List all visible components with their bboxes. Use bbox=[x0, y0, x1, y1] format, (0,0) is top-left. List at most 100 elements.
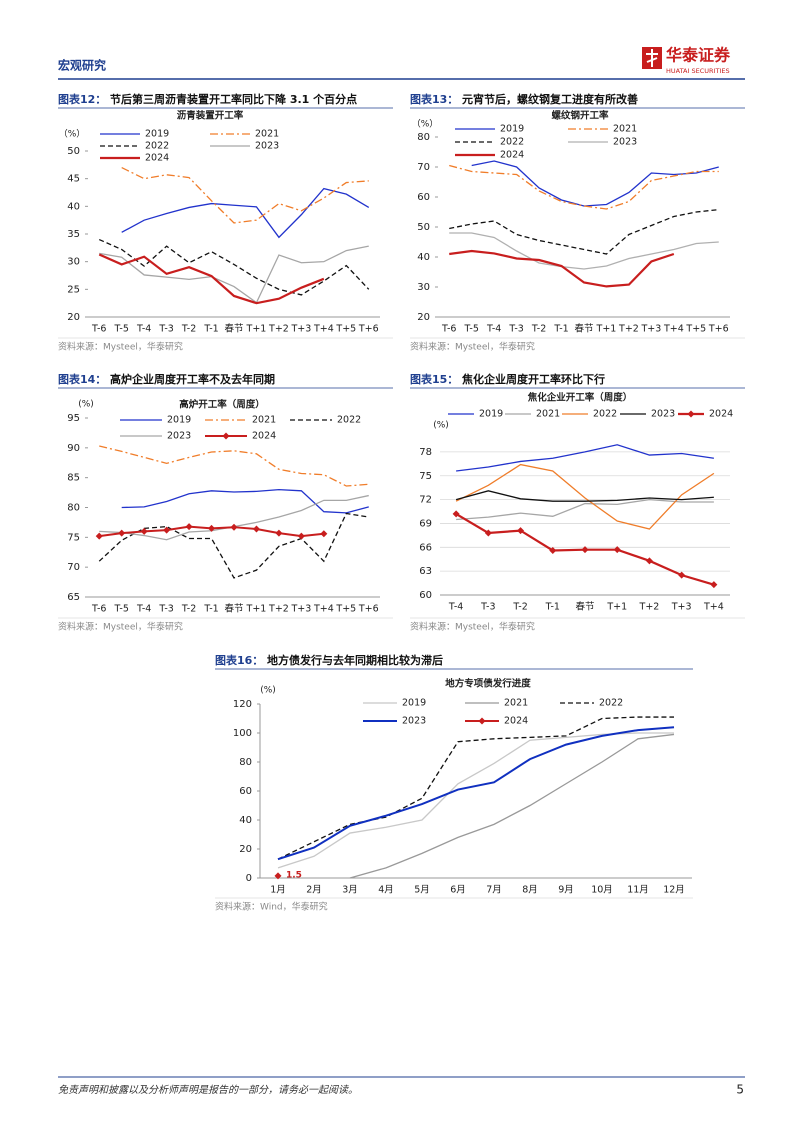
x-tick-label: T-3 bbox=[508, 324, 523, 335]
y-tick-label: 40 bbox=[67, 201, 80, 212]
x-tick-label: T-4 bbox=[136, 324, 151, 335]
series-line bbox=[471, 160, 719, 207]
legend-label: 2019 bbox=[500, 124, 524, 135]
data-point bbox=[549, 546, 557, 554]
x-tick-label: T-3 bbox=[158, 324, 173, 335]
x-tick-label: T-2 bbox=[181, 604, 196, 615]
y-tick-label: 50 bbox=[67, 146, 80, 157]
brand-en: HUATAI SECURITIES bbox=[666, 67, 730, 75]
series-line bbox=[99, 494, 369, 541]
y-tick-label: 100 bbox=[233, 728, 252, 739]
data-point bbox=[163, 526, 171, 534]
y-tick-label: 80 bbox=[417, 132, 430, 143]
x-tick-label: T+1 bbox=[246, 324, 267, 335]
y-tick-label: 0 bbox=[246, 873, 252, 884]
x-tick-label: 3月 bbox=[342, 885, 358, 896]
legend-label: 2019 bbox=[479, 409, 503, 420]
data-point bbox=[297, 532, 305, 540]
source: 资料来源：Mysteel，华泰研究 bbox=[58, 341, 183, 353]
x-tick-label: T+2 bbox=[268, 604, 289, 615]
legend-label: 2022 bbox=[500, 137, 524, 148]
y-tick-label: 20 bbox=[417, 312, 430, 323]
y-tick-label: 50 bbox=[417, 222, 430, 233]
legend-label: 2023 bbox=[613, 137, 637, 148]
legend-label: 2021 bbox=[613, 124, 637, 135]
x-tick-label: T+6 bbox=[358, 324, 379, 335]
x-tick-label: T-1 bbox=[545, 602, 560, 613]
y-tick-label: 20 bbox=[67, 312, 80, 323]
series-line bbox=[121, 167, 369, 224]
x-tick-label: 8月 bbox=[522, 885, 538, 896]
x-tick-label: 春节 bbox=[224, 603, 243, 615]
x-tick-label: T+3 bbox=[640, 324, 661, 335]
series-line bbox=[349, 733, 675, 879]
data-point bbox=[95, 532, 103, 540]
series-line bbox=[456, 444, 714, 472]
x-tick-label: 10月 bbox=[591, 885, 613, 896]
data-point bbox=[678, 571, 686, 579]
series-line bbox=[277, 716, 674, 860]
data-point bbox=[274, 872, 282, 880]
x-tick-label: 6月 bbox=[450, 885, 466, 896]
x-tick-label: 4月 bbox=[378, 885, 394, 896]
legend-marker bbox=[222, 432, 230, 440]
y-tick-label: 20 bbox=[239, 844, 252, 855]
series-line bbox=[99, 245, 369, 304]
x-tick-label: T-1 bbox=[203, 324, 218, 335]
y-tick-label: 60 bbox=[239, 786, 252, 797]
x-tick-label: T-6 bbox=[91, 604, 106, 615]
y-tick-label: 63 bbox=[419, 566, 432, 577]
x-tick-label: T-5 bbox=[113, 324, 128, 335]
data-point bbox=[517, 527, 525, 535]
legend-label: 2024 bbox=[500, 150, 524, 161]
x-tick-label: T-3 bbox=[158, 604, 173, 615]
figure-caption: 元宵节后，螺纹钢复工进度有所改善 bbox=[462, 92, 638, 106]
y-tick-label: 120 bbox=[233, 699, 252, 710]
y-tick-label: 80 bbox=[67, 503, 80, 514]
x-tick-label: T-3 bbox=[480, 602, 495, 613]
series-line bbox=[455, 490, 714, 502]
series-line bbox=[277, 726, 675, 861]
x-tick-label: T+6 bbox=[708, 324, 729, 335]
data-label: 1.5 bbox=[286, 870, 302, 880]
data-point bbox=[185, 523, 193, 531]
x-tick-label: T-2 bbox=[512, 602, 527, 613]
series-line bbox=[121, 187, 370, 239]
section-name: 宏观研究 bbox=[58, 58, 106, 73]
x-tick-label: T+5 bbox=[685, 324, 706, 335]
legend-label: 2023 bbox=[255, 141, 279, 152]
x-tick-label: T+3 bbox=[290, 604, 311, 615]
legend-label: 2019 bbox=[167, 415, 191, 426]
x-tick-label: 春节 bbox=[575, 601, 594, 613]
figure-label: 图表15： bbox=[410, 372, 458, 386]
y-unit: (%) bbox=[433, 421, 449, 431]
series-line bbox=[449, 164, 719, 210]
source: 资料来源：Mysteel，华泰研究 bbox=[410, 341, 535, 353]
legend-label: 2021 bbox=[504, 698, 528, 709]
y-tick-label: 45 bbox=[67, 174, 80, 185]
y-tick-label: 90 bbox=[67, 443, 80, 454]
y-tick-label: 25 bbox=[67, 284, 80, 295]
x-tick-label: 春节 bbox=[224, 323, 243, 335]
y-tick-label: 65 bbox=[67, 592, 80, 603]
y-tick-label: 69 bbox=[419, 518, 432, 529]
x-tick-label: T+4 bbox=[313, 604, 334, 615]
x-tick-label: T+5 bbox=[335, 604, 356, 615]
series-line bbox=[99, 445, 369, 487]
y-unit: (%) bbox=[78, 400, 94, 410]
x-tick-label: T+4 bbox=[663, 324, 684, 335]
chart-title: 高炉开工率（周度） bbox=[179, 399, 265, 411]
x-tick-label: 2月 bbox=[306, 885, 322, 896]
page-number: 5 bbox=[736, 1083, 744, 1097]
data-point bbox=[484, 529, 492, 537]
chart-title: 地方专项债发行进度 bbox=[445, 678, 531, 690]
x-tick-label: 7月 bbox=[486, 885, 502, 896]
y-tick-label: 75 bbox=[419, 471, 432, 482]
data-point bbox=[645, 557, 653, 565]
series-line bbox=[98, 238, 370, 296]
series-line bbox=[449, 232, 719, 270]
data-point bbox=[452, 510, 460, 518]
